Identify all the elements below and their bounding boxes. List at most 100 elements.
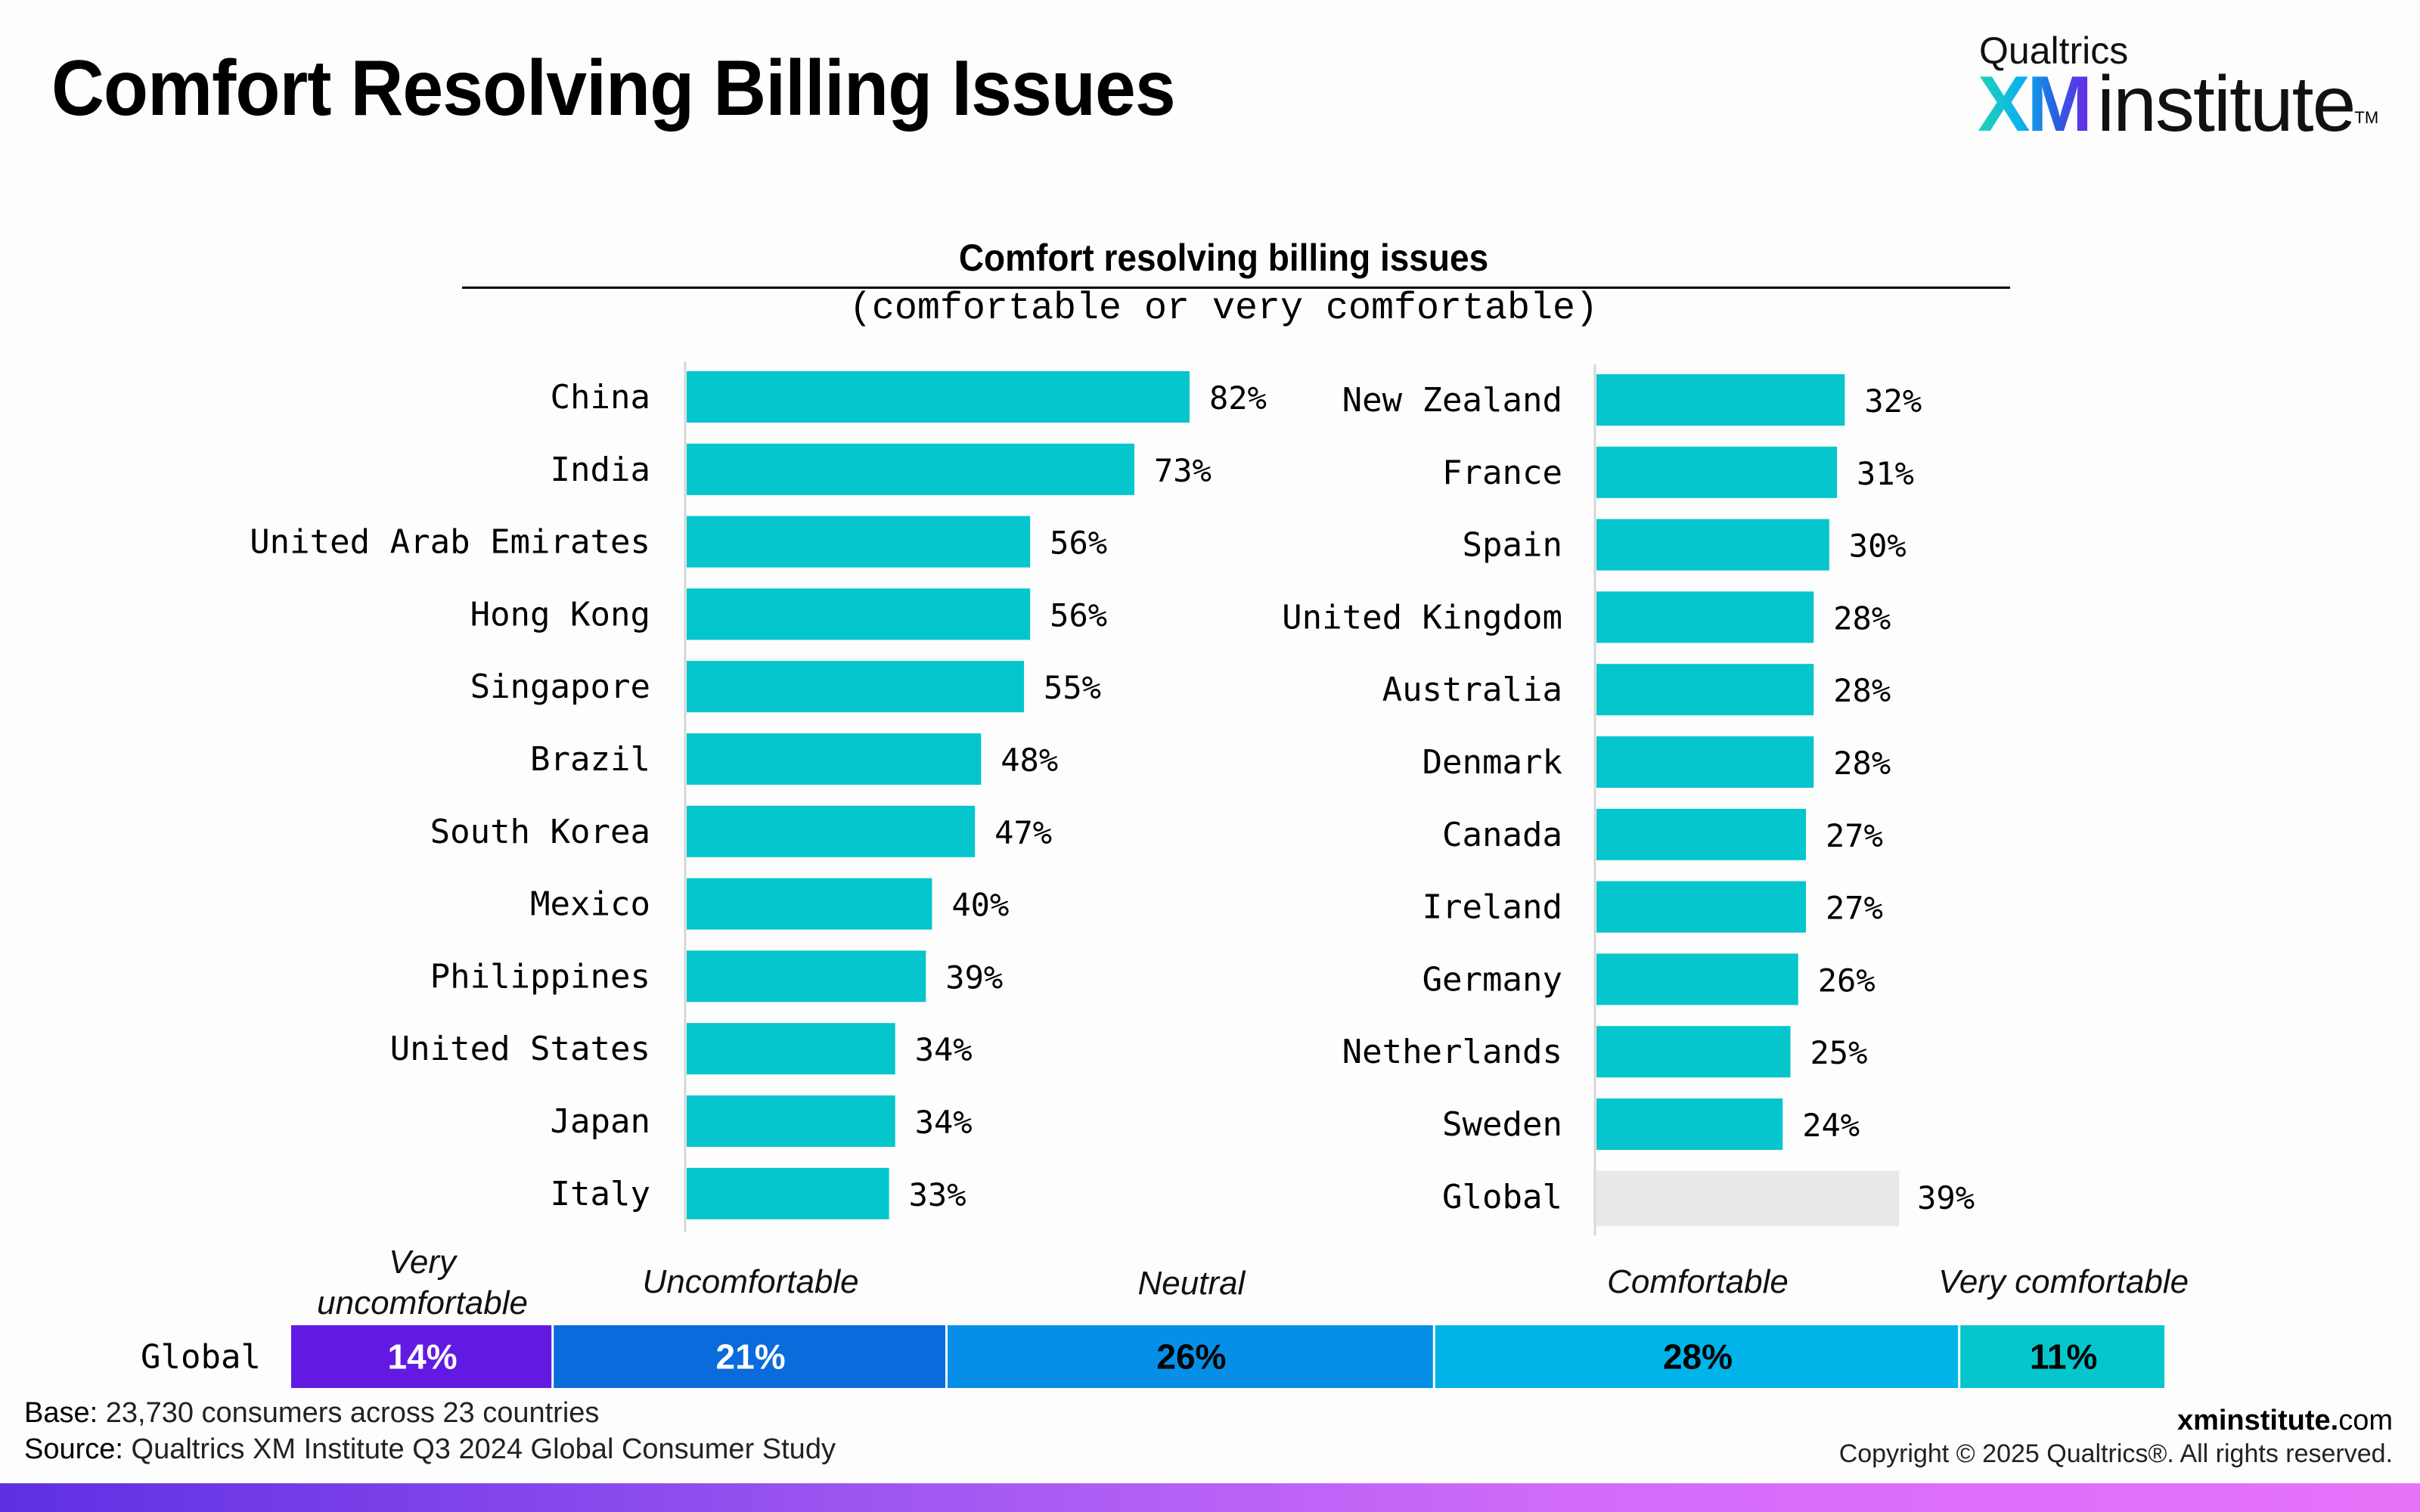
bar-germany bbox=[1596, 953, 1798, 1005]
bar-sweden bbox=[1596, 1098, 1783, 1150]
category-label: United Kingdom bbox=[1282, 598, 1562, 637]
value-label: 55% bbox=[1044, 669, 1101, 706]
bar-japan bbox=[687, 1095, 895, 1147]
category-label: Sweden bbox=[1442, 1105, 1562, 1144]
value-label: 27% bbox=[1826, 890, 1883, 927]
site-rest: com bbox=[2338, 1405, 2393, 1436]
value-label: 26% bbox=[1818, 962, 1876, 999]
category-label: France bbox=[1442, 454, 1562, 492]
base-text: 23,730 consumers across 23 countries bbox=[98, 1397, 600, 1429]
segment-value-label: 21% bbox=[716, 1337, 786, 1377]
category-label: Australia bbox=[1382, 671, 1562, 709]
bottom-gradient-band bbox=[0, 1483, 2420, 1512]
bar-china bbox=[687, 371, 1190, 423]
value-label: 27% bbox=[1826, 817, 1883, 854]
stacked-segment-neutral bbox=[948, 1325, 1433, 1388]
value-label: 56% bbox=[1050, 525, 1107, 562]
category-label: Philippines bbox=[430, 957, 650, 996]
bar-united-arab-emirates bbox=[687, 516, 1031, 568]
stacked-category-label: Global bbox=[141, 1338, 261, 1377]
value-label: 56% bbox=[1050, 596, 1107, 634]
bar-mexico bbox=[687, 878, 932, 930]
bar-united-kingdom bbox=[1596, 591, 1814, 643]
value-label: 34% bbox=[915, 1031, 973, 1068]
category-label: Mexico bbox=[530, 885, 650, 924]
value-label: 34% bbox=[915, 1104, 973, 1141]
category-label: Italy bbox=[551, 1175, 650, 1213]
xm-institute-logo: XMinstituteTM bbox=[1978, 65, 2379, 144]
value-label: 28% bbox=[1833, 672, 1891, 709]
category-label: Brazil bbox=[530, 740, 650, 779]
bar-australia bbox=[1596, 664, 1814, 716]
bar-global bbox=[1596, 1170, 1900, 1226]
bar-new-zealand bbox=[1596, 374, 1845, 426]
value-label: 32% bbox=[1864, 383, 1922, 420]
value-label: 28% bbox=[1833, 600, 1891, 637]
category-label: Denmark bbox=[1423, 743, 1562, 782]
segment-value-label: 14% bbox=[388, 1337, 458, 1377]
chart-title-divider bbox=[462, 287, 2010, 289]
stacked-segment-comfortable bbox=[1435, 1325, 1959, 1388]
value-label: 82% bbox=[1209, 380, 1267, 417]
category-label: United States bbox=[390, 1030, 650, 1068]
segment-value-label: 11% bbox=[2030, 1337, 2098, 1377]
footer-copyright: Copyright © 2025 Qualtrics®. All rights … bbox=[1838, 1439, 2393, 1468]
footer-source: Source: Qualtrics XM Institute Q3 2024 G… bbox=[24, 1433, 836, 1466]
category-label: Canada bbox=[1442, 816, 1562, 854]
bar-denmark bbox=[1596, 736, 1814, 788]
segment-value-label: 26% bbox=[1156, 1337, 1226, 1377]
bar-united-states bbox=[687, 1023, 895, 1075]
logo-xm: XM bbox=[1978, 60, 2093, 148]
category-label: New Zealand bbox=[1342, 381, 1562, 420]
value-label: 73% bbox=[1154, 452, 1212, 489]
category-label: Japan bbox=[551, 1102, 650, 1141]
bar-spain bbox=[1596, 519, 1829, 571]
category-label: Spain bbox=[1463, 526, 1562, 565]
category-label: India bbox=[551, 451, 650, 489]
footer-base: Base: 23,730 consumers across 23 countri… bbox=[24, 1397, 599, 1430]
logo-trademark: TM bbox=[2354, 108, 2379, 127]
value-label: 33% bbox=[909, 1176, 966, 1213]
value-label: 47% bbox=[994, 814, 1052, 851]
logo-qualtrics-text: Qualtrics bbox=[1979, 29, 2129, 72]
logo-institute: institute bbox=[2097, 60, 2356, 148]
page-title: Comfort Resolving Billing Issues bbox=[51, 45, 1176, 132]
legend-label: Comfortable bbox=[1607, 1263, 1789, 1300]
bar-netherlands bbox=[1596, 1026, 1791, 1078]
bar-brazil bbox=[687, 733, 982, 785]
legend-label: Neutral bbox=[1137, 1265, 1246, 1302]
value-label: 24% bbox=[1802, 1107, 1860, 1144]
legend-label: uncomfortable bbox=[317, 1284, 528, 1321]
bar-philippines bbox=[687, 950, 926, 1002]
source-label: Source: bbox=[24, 1433, 123, 1465]
value-label: 25% bbox=[1810, 1034, 1868, 1071]
stacked-segment-uncomfortable bbox=[554, 1325, 945, 1388]
category-label: China bbox=[551, 378, 650, 417]
legend-label: Very comfortable bbox=[1938, 1263, 2189, 1300]
segment-value-label: 28% bbox=[1663, 1337, 1733, 1377]
bar-italy bbox=[687, 1167, 889, 1219]
footer-website: xminstitute.com bbox=[2177, 1405, 2393, 1437]
category-label: Netherlands bbox=[1342, 1033, 1562, 1071]
category-label: Global bbox=[1442, 1178, 1562, 1216]
value-label: 39% bbox=[1917, 1179, 1975, 1216]
category-label: South Korea bbox=[430, 813, 650, 851]
chart-title: Comfort resolving billing issues bbox=[958, 237, 1489, 279]
bar-south-korea bbox=[687, 805, 976, 857]
value-label: 28% bbox=[1833, 745, 1891, 782]
value-label: 39% bbox=[945, 959, 1003, 996]
category-label: United Arab Emirates bbox=[250, 523, 650, 562]
bar-hong-kong bbox=[687, 588, 1031, 640]
value-label: 30% bbox=[1849, 528, 1907, 565]
category-label: Germany bbox=[1423, 960, 1562, 999]
value-label: 48% bbox=[1001, 742, 1058, 779]
category-label: Ireland bbox=[1423, 888, 1562, 927]
value-label: 40% bbox=[951, 887, 1009, 924]
base-label: Base: bbox=[24, 1397, 98, 1429]
bar-india bbox=[687, 443, 1135, 495]
category-label: Singapore bbox=[470, 668, 650, 706]
source-text: Qualtrics XM Institute Q3 2024 Global Co… bbox=[123, 1433, 836, 1465]
stacked-segment-very-uncomfortable bbox=[291, 1325, 552, 1388]
site-bold: xminstitute. bbox=[2176, 1405, 2339, 1436]
